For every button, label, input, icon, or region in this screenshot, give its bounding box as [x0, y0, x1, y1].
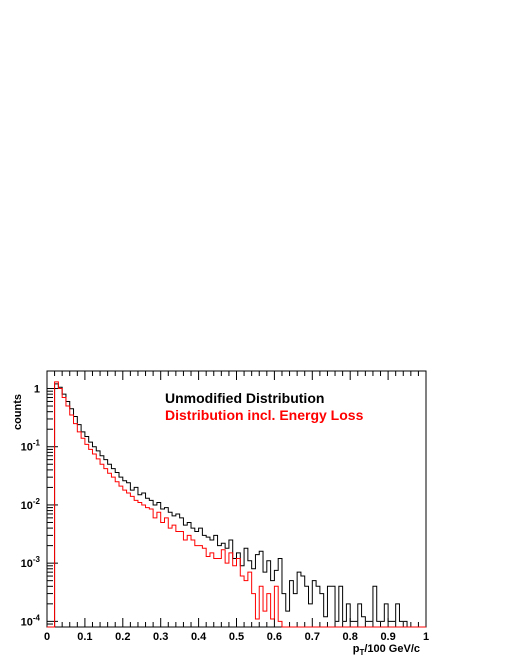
x-tick-label: 0.6: [267, 631, 282, 643]
x-tick-label: 0.4: [191, 631, 207, 643]
x-tick-label: 0.2: [115, 631, 130, 643]
y-axis-title: counts: [12, 394, 24, 430]
x-tick-label: 0: [44, 631, 50, 643]
x-tick-label: 0.5: [229, 631, 244, 643]
x-tick-label: 0.9: [380, 631, 395, 643]
y-tick-label: 10-4: [21, 613, 41, 628]
legend: Unmodified Distribution Distribution inc…: [165, 390, 364, 423]
x-axis-ticks: 0 0.1 0.2 0.3 0.4 0.5 0.6 0.7 0.8 0.9 1: [44, 371, 429, 643]
series-unmodified-line: [47, 383, 426, 628]
legend-entry-unmodified: Unmodified Distribution: [165, 390, 324, 406]
x-tick-label: 0.8: [343, 631, 358, 643]
x-tick-label: 1: [423, 631, 429, 643]
x-axis-title: pT/100 GeV/c: [353, 643, 420, 657]
x-axis-title-subscript: T: [359, 648, 364, 657]
series-layer: [47, 381, 426, 628]
y-tick-label: 1: [34, 384, 40, 396]
plot-frame: [46, 370, 427, 628]
series-energy-loss-line: [47, 381, 426, 628]
y-axis-ticks: 1 10-1 10-2 10-3 10-4: [21, 370, 58, 628]
y-tick-label: 10-2: [21, 497, 41, 512]
x-axis-title-rest: /100 GeV/c: [364, 643, 420, 655]
x-tick-label: 0.7: [305, 631, 320, 643]
x-axis-title-main: p: [353, 643, 360, 655]
y-tick-label: 10-1: [21, 439, 41, 454]
x-tick-label: 0.1: [77, 631, 92, 643]
y-tick-label: 10-3: [21, 555, 41, 570]
legend-entry-energy-loss: Distribution incl. Energy Loss: [165, 407, 364, 423]
x-tick-label: 0.3: [153, 631, 168, 643]
